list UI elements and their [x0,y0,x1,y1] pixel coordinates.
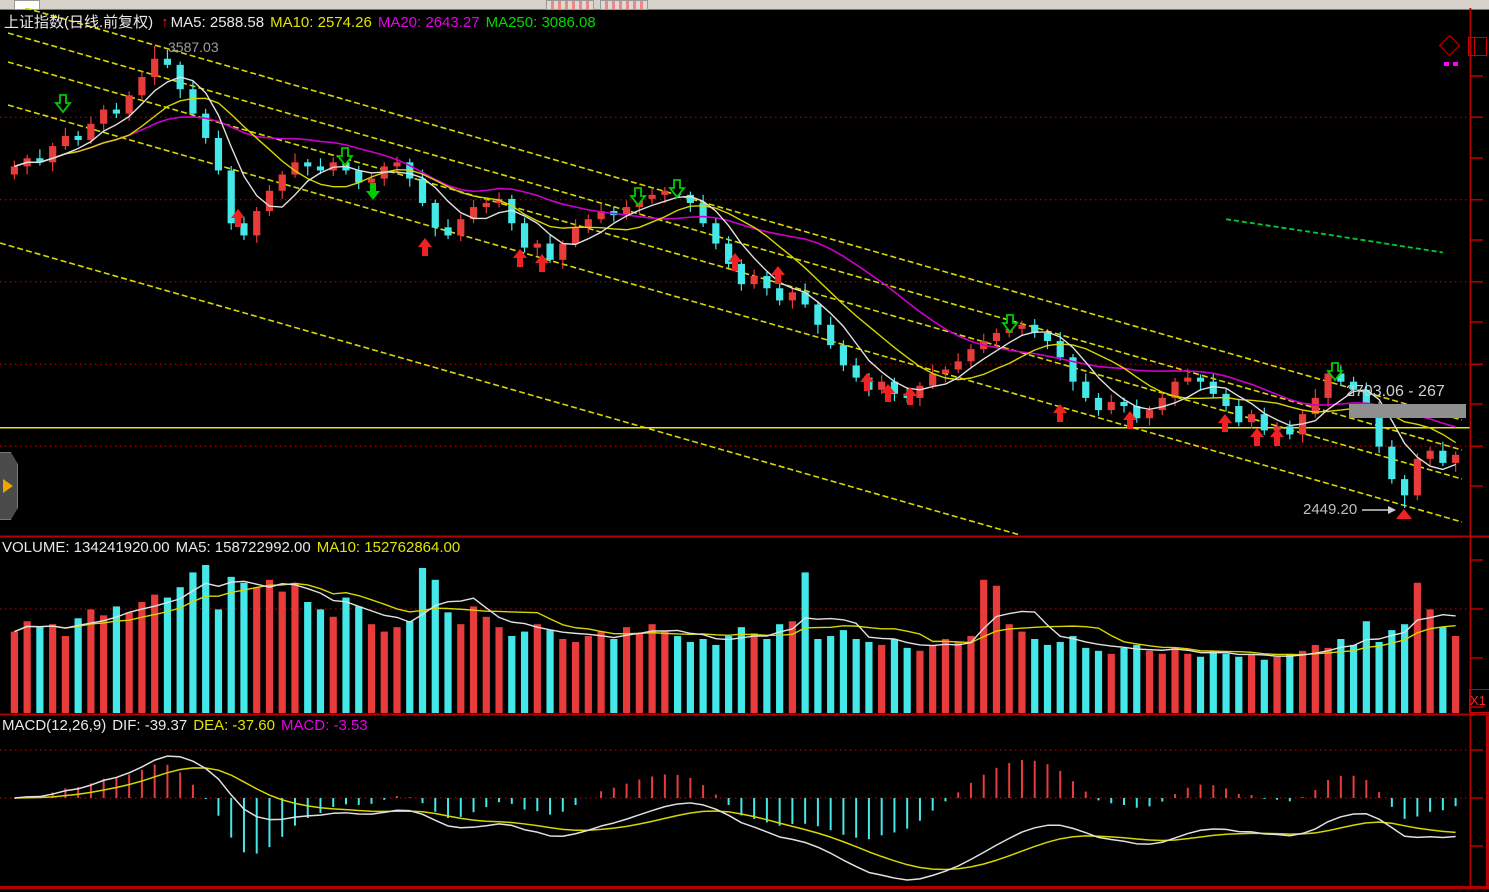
buy-signal-arrow [513,249,527,267]
ma20-value: MA20: 2643.27 [377,14,480,31]
buy-signal-arrow [1270,428,1284,446]
ma5-value: MA5: 2588.58 [170,14,265,31]
macd-pane [0,749,1470,881]
volume-ma5: MA5: 158722992.00 [175,539,311,556]
ma250-value: MA250: 3086.08 [485,14,596,31]
top-toolbar[interactable] [0,0,1489,10]
frame [0,8,1489,889]
sell-signal-arrow [1326,362,1344,382]
volume-ma10: MA10: 152762864.00 [316,539,461,556]
macd-value: MACD: -3.53 [280,717,368,734]
low-price-label: 2449.20 [1303,501,1358,518]
main-chart-header: 上证指数(日线.前复权) ↑ MA5: 2588.58 MA10: 2574.26 MA… [4,11,602,32]
buy-signal-arrow [1250,428,1264,446]
macd-params: MACD(12,26,9) [2,717,107,734]
candles [10,45,1460,508]
sell-signal-arrow [668,179,686,199]
datatip-price-label: 2703.06 - 267 [1346,383,1445,400]
volume-header: VOLUME: 134241920.00 MA5: 158722992.00 MA1… [2,539,466,556]
magenta-dot-icon [1453,62,1458,66]
sell-signal-arrow [336,147,354,167]
macd-header: MACD(12,26,9) DIF: -39.37 DEA: -37.60 MACD:… [2,717,374,734]
ma10-value: MA10: 2574.26 [270,14,372,31]
buy-signal-arrow [1053,404,1067,422]
volume-value: VOLUME: 134241920.00 [2,539,170,556]
main-pane [0,8,1470,536]
volume-pane [0,565,1470,713]
sell-signal-arrow [1001,314,1019,334]
buy-signal-arrow [418,238,432,256]
signal-arrows [54,94,1412,519]
up-arrow-icon: ↑ [161,14,169,31]
dif-value: DIF: -39.37 [112,717,188,734]
toolbar-button-1[interactable] [546,0,594,10]
buy-signal-arrow [728,253,742,271]
split-window-icon[interactable] [1468,37,1487,56]
toolbar-button-2[interactable] [600,0,648,10]
buy-signal-arrow [1218,414,1232,432]
buy-signal-arrow [535,254,549,272]
buy-signal-arrow [903,387,917,405]
expand-arrow-icon [3,479,13,493]
dea-value: DEA: -37.60 [193,717,275,734]
sell-signal-arrow [629,187,647,207]
peak-price-label: 3587.03 [168,39,219,55]
buy-signal-arrow [771,266,785,284]
buy-signal-arrow [231,209,245,227]
sidebar-expand-handle[interactable] [0,452,18,520]
datatip-box [1349,404,1466,418]
symbol-title: 上证指数(日线.前复权) [4,14,154,31]
low-marker-triangle [1396,509,1412,519]
buy-signal-arrow [881,384,895,402]
buy-signal-arrow [1123,411,1137,429]
sell-signal-arrow-solid [366,183,380,200]
magenta-dot-icon [1444,62,1449,66]
buy-signal-arrow [860,373,874,391]
sell-signal-arrow [54,94,72,114]
toolbar-field[interactable] [14,0,40,10]
pane-scale-badge: X1 [1469,689,1489,713]
